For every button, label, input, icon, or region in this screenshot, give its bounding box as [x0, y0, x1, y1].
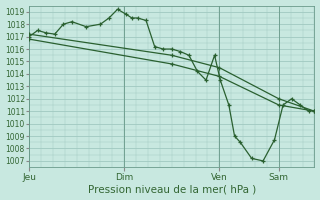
X-axis label: Pression niveau de la mer( hPa ): Pression niveau de la mer( hPa )	[88, 184, 256, 194]
